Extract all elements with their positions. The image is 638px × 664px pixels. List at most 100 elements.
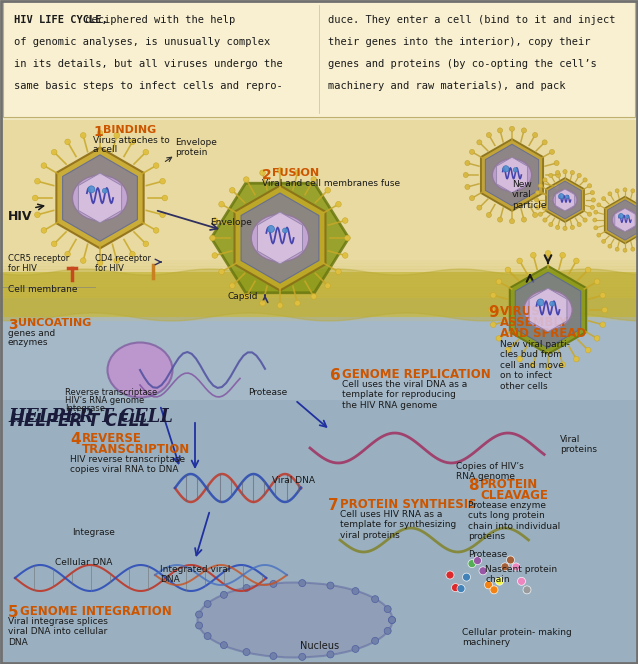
Ellipse shape — [72, 175, 128, 221]
Text: CLEAVAGE: CLEAVAGE — [480, 489, 548, 502]
Text: Viral and cell membranes fuse: Viral and cell membranes fuse — [262, 179, 400, 188]
Circle shape — [219, 201, 225, 207]
Polygon shape — [556, 189, 574, 211]
Circle shape — [545, 364, 551, 369]
Polygon shape — [0, 315, 638, 317]
Text: BINDING: BINDING — [103, 125, 156, 135]
Circle shape — [602, 197, 605, 201]
Polygon shape — [0, 317, 638, 319]
Circle shape — [583, 218, 587, 222]
Polygon shape — [0, 311, 638, 313]
Circle shape — [507, 556, 514, 564]
Circle shape — [594, 226, 598, 230]
Polygon shape — [496, 157, 528, 193]
Circle shape — [345, 235, 350, 241]
Text: VIRUS: VIRUS — [500, 305, 541, 318]
Circle shape — [513, 167, 517, 172]
Circle shape — [219, 269, 225, 274]
Polygon shape — [0, 313, 638, 315]
Circle shape — [160, 179, 165, 184]
Circle shape — [65, 251, 70, 257]
Circle shape — [517, 577, 526, 585]
Ellipse shape — [107, 343, 172, 398]
Circle shape — [563, 169, 567, 174]
Circle shape — [295, 300, 300, 306]
Circle shape — [88, 186, 95, 193]
Circle shape — [490, 586, 498, 594]
Text: New viral parti-
cles bud from
cell and move
on to infect
other cells: New viral parti- cles bud from cell and … — [500, 340, 570, 390]
Circle shape — [503, 166, 509, 172]
Circle shape — [299, 580, 306, 586]
Circle shape — [277, 303, 283, 308]
Circle shape — [470, 149, 475, 155]
Circle shape — [65, 139, 70, 145]
Polygon shape — [0, 298, 638, 664]
Polygon shape — [0, 264, 638, 266]
Polygon shape — [0, 305, 638, 307]
Circle shape — [372, 596, 378, 603]
Circle shape — [143, 149, 149, 155]
Polygon shape — [0, 288, 638, 291]
Circle shape — [243, 584, 250, 592]
Circle shape — [560, 252, 565, 258]
Text: Integrated viral
DNA: Integrated viral DNA — [160, 565, 230, 584]
Circle shape — [595, 335, 600, 341]
Polygon shape — [0, 290, 638, 292]
Circle shape — [468, 560, 476, 568]
Circle shape — [549, 222, 553, 226]
Text: CD4 receptor
for HIV: CD4 receptor for HIV — [95, 254, 151, 274]
Circle shape — [260, 170, 265, 175]
Circle shape — [631, 189, 635, 193]
Circle shape — [267, 226, 274, 232]
Polygon shape — [605, 197, 638, 244]
Circle shape — [594, 210, 598, 214]
Circle shape — [244, 293, 249, 299]
Circle shape — [496, 335, 501, 341]
Text: genes and: genes and — [8, 329, 56, 338]
Circle shape — [577, 173, 581, 177]
Polygon shape — [0, 307, 638, 309]
Circle shape — [521, 217, 526, 222]
Circle shape — [542, 205, 547, 210]
Circle shape — [501, 563, 509, 571]
Circle shape — [510, 126, 514, 131]
Text: TRANSCRIPTION: TRANSCRIPTION — [82, 443, 190, 456]
Circle shape — [160, 212, 165, 218]
Polygon shape — [0, 276, 638, 278]
Polygon shape — [63, 155, 137, 241]
Circle shape — [327, 651, 334, 658]
Circle shape — [477, 205, 482, 210]
Text: Cellular protein- making
machinery: Cellular protein- making machinery — [462, 628, 572, 647]
Circle shape — [80, 258, 86, 264]
Circle shape — [343, 253, 348, 258]
Circle shape — [479, 567, 487, 575]
Polygon shape — [258, 212, 302, 264]
Circle shape — [602, 307, 607, 313]
Circle shape — [523, 586, 531, 594]
Polygon shape — [0, 319, 638, 321]
Circle shape — [41, 163, 47, 169]
Circle shape — [510, 218, 514, 224]
Polygon shape — [481, 139, 543, 211]
Circle shape — [533, 212, 538, 218]
Circle shape — [570, 225, 574, 230]
Circle shape — [615, 247, 619, 251]
Circle shape — [537, 299, 544, 306]
Circle shape — [212, 253, 218, 258]
Circle shape — [543, 178, 547, 182]
Text: Integrase: Integrase — [65, 404, 105, 413]
Circle shape — [52, 241, 57, 246]
Circle shape — [591, 198, 595, 202]
Polygon shape — [0, 293, 638, 295]
Text: Protease: Protease — [248, 388, 287, 397]
Circle shape — [34, 212, 40, 218]
Circle shape — [210, 235, 215, 241]
Circle shape — [352, 588, 359, 594]
Polygon shape — [546, 178, 584, 222]
Circle shape — [311, 177, 316, 183]
Ellipse shape — [524, 290, 572, 330]
Circle shape — [585, 347, 591, 353]
Text: Nascent protein
chain: Nascent protein chain — [485, 565, 557, 584]
Circle shape — [325, 283, 330, 289]
Circle shape — [545, 250, 551, 256]
